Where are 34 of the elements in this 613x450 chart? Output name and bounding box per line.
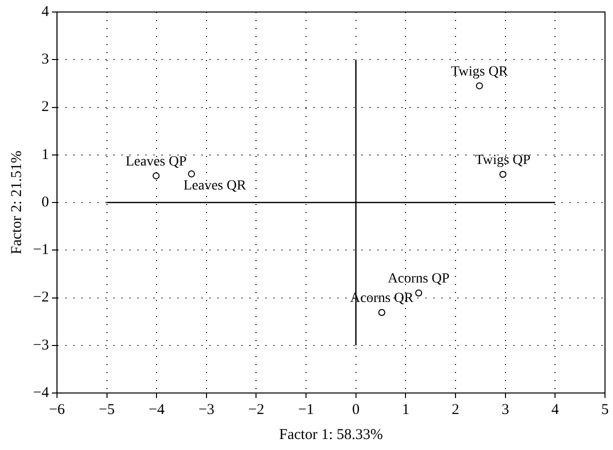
y-tick-label: 1 (41, 146, 49, 163)
x-tick-label: 3 (502, 402, 510, 418)
y-tick-label: 0 (41, 194, 49, 210)
point (415, 289, 422, 296)
x-tick-label: −3 (198, 402, 214, 418)
annotation: Leaves QP (126, 154, 187, 170)
point (188, 170, 195, 178)
point (476, 82, 483, 90)
point (378, 309, 386, 316)
y-tick-label: 4 (41, 4, 50, 20)
y-tick-label: 2 (41, 99, 49, 116)
x-tick-label: −5 (98, 402, 115, 418)
annotation: Twigs QP (475, 153, 531, 168)
x-tick-label: −2 (248, 402, 264, 418)
x-tick-label: 2 (452, 402, 460, 418)
point (499, 170, 506, 178)
y-tick-label: −4 (32, 384, 50, 401)
y-tick-label: 3 (41, 52, 49, 68)
x-tick-label: 0 (352, 402, 360, 418)
x-axis-title: Factor 1: 58.33% (279, 426, 383, 443)
x-tick-label: −6 (48, 402, 66, 418)
x-tick-label: 4 (551, 402, 560, 418)
y-axis-title: Factor 2: 21.51% (8, 150, 25, 254)
x-tick-label: −4 (148, 402, 166, 418)
y-tick-label: −3 (32, 337, 49, 354)
y-tick-label: −2 (32, 290, 49, 306)
x-tick-label: 5 (601, 402, 609, 418)
x-tick-label: −1 (298, 402, 314, 418)
annotation: Leaves QR (183, 178, 247, 194)
point (152, 172, 160, 180)
annotation: Acorns QP (388, 272, 450, 287)
x-tick-label: 1 (402, 402, 410, 418)
annotation: Twigs QR (450, 64, 509, 80)
y-tick-label: −1 (32, 242, 49, 258)
